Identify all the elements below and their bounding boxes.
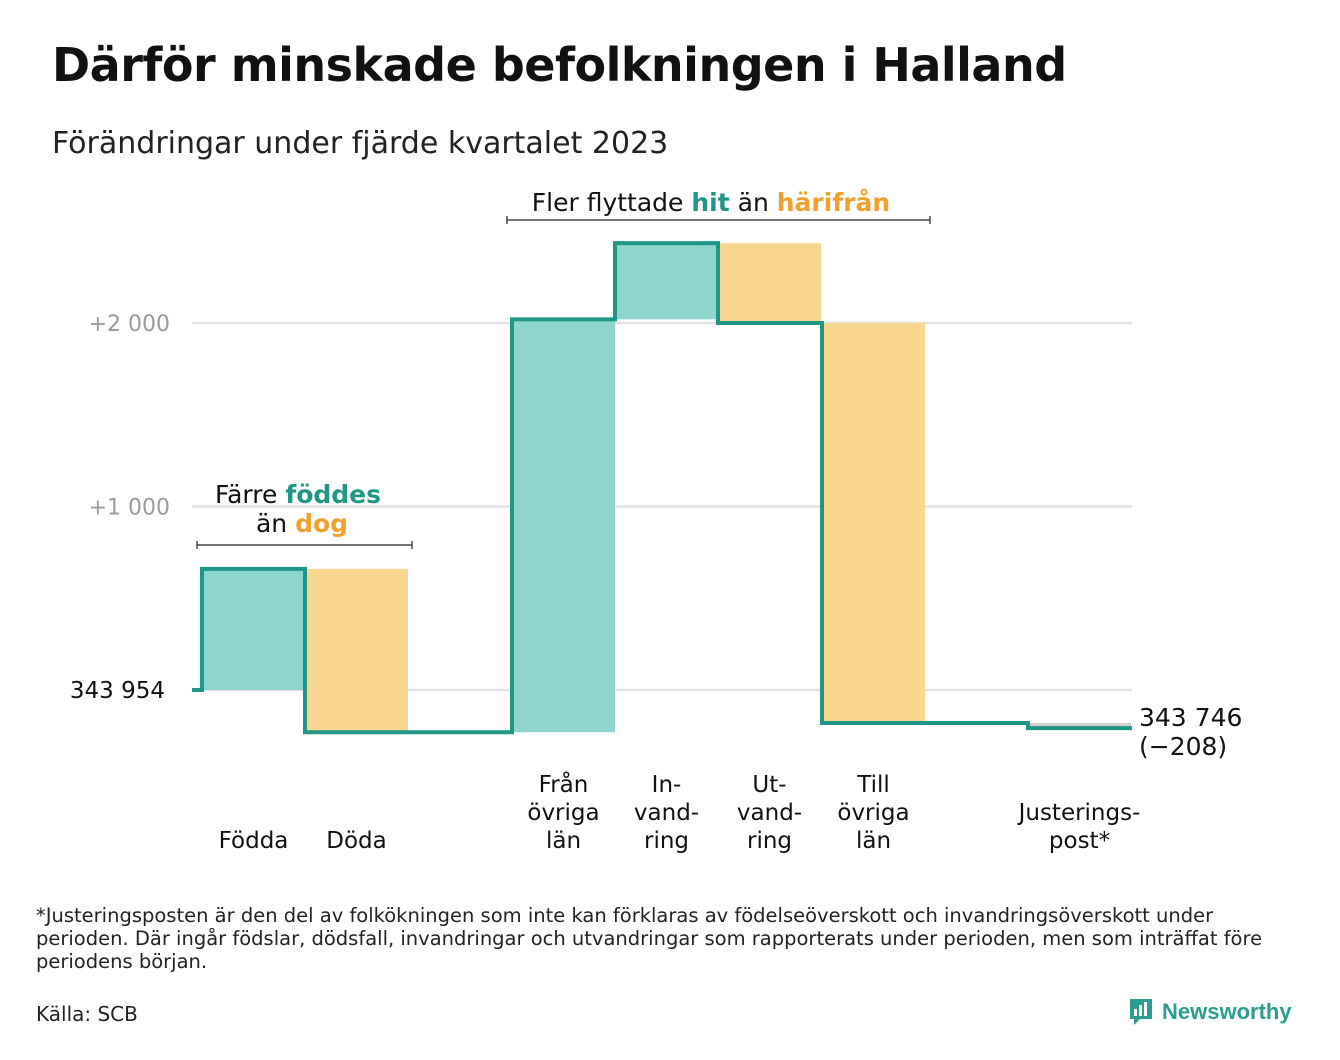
bar-utvandring	[718, 243, 821, 323]
end-change-label: (−208)	[1139, 732, 1227, 761]
category-label: Ut-	[752, 772, 786, 798]
newsworthy-logo-icon	[1130, 999, 1152, 1025]
annotation-births-deaths-line2: än dog	[256, 509, 348, 538]
bar-invandring	[615, 243, 718, 320]
bar-födda	[202, 568, 305, 690]
annotation-text-part: Färre	[215, 480, 285, 509]
category-label: Döda	[326, 828, 386, 854]
bars	[202, 243, 1131, 733]
category-label: ring	[747, 828, 792, 854]
footnote: *Justeringsposten är den del av folkökni…	[36, 904, 1263, 973]
annotation-migration: Fler flyttade hit än härifrån	[532, 188, 890, 217]
annotation-text-part: än	[256, 509, 295, 538]
category-label: övriga	[837, 800, 909, 826]
category-label: ring	[644, 828, 689, 854]
brand-logo: Newsworthy	[1128, 996, 1292, 1028]
waterfall-chart: +1 000 +2 000 343 954 343 746(−208) Födda Död…	[70, 188, 1243, 854]
bar-döda	[305, 568, 408, 733]
annotation-text-part: härifrån	[777, 188, 890, 217]
annotation-births-deaths-line1: Färre föddes	[215, 480, 381, 509]
annotation-text-part: dog	[295, 509, 348, 538]
category-label: län	[856, 828, 891, 854]
annotation-text-part: Fler flyttade	[532, 188, 692, 217]
annotation-text-part: föddes	[285, 480, 381, 509]
running-total-line	[192, 241, 1132, 735]
annotation-text-part: hit	[691, 188, 729, 217]
category-label: vand-	[737, 800, 802, 826]
labels: +1 000 +2 000 343 954 343 746(−208) Födda Död…	[70, 312, 1243, 854]
category-label: län	[546, 828, 581, 854]
bar-till-övriga-län	[822, 323, 925, 724]
running-total-line	[192, 241, 1132, 735]
bar-från-övriga-län	[512, 319, 615, 733]
category-label: Från	[539, 770, 589, 798]
annotation-text-part: än	[730, 188, 777, 217]
category-label: post*	[1049, 828, 1110, 854]
chart-title: Därför minskade befolkningen i Halland	[52, 38, 1067, 92]
source-note: Källa: SCB	[36, 1002, 138, 1026]
category-label: vand-	[634, 800, 699, 826]
brand-name: Newsworthy	[1162, 999, 1292, 1024]
start-value-label: 343 954	[70, 678, 165, 704]
category-label: Till	[856, 772, 890, 798]
y-tick-label: +1 000	[89, 496, 170, 521]
chart-subtitle: Förändringar under fjärde kvartalet 2023	[52, 126, 669, 161]
category-label: Födda	[219, 828, 289, 854]
y-tick-label: +2 000	[89, 312, 170, 337]
bar-justeringspost	[1028, 723, 1131, 729]
category-label: övriga	[527, 800, 599, 826]
category-label: Justerings-	[1017, 800, 1141, 826]
end-value-label: 343 746	[1139, 703, 1242, 732]
category-label: In-	[652, 772, 682, 798]
